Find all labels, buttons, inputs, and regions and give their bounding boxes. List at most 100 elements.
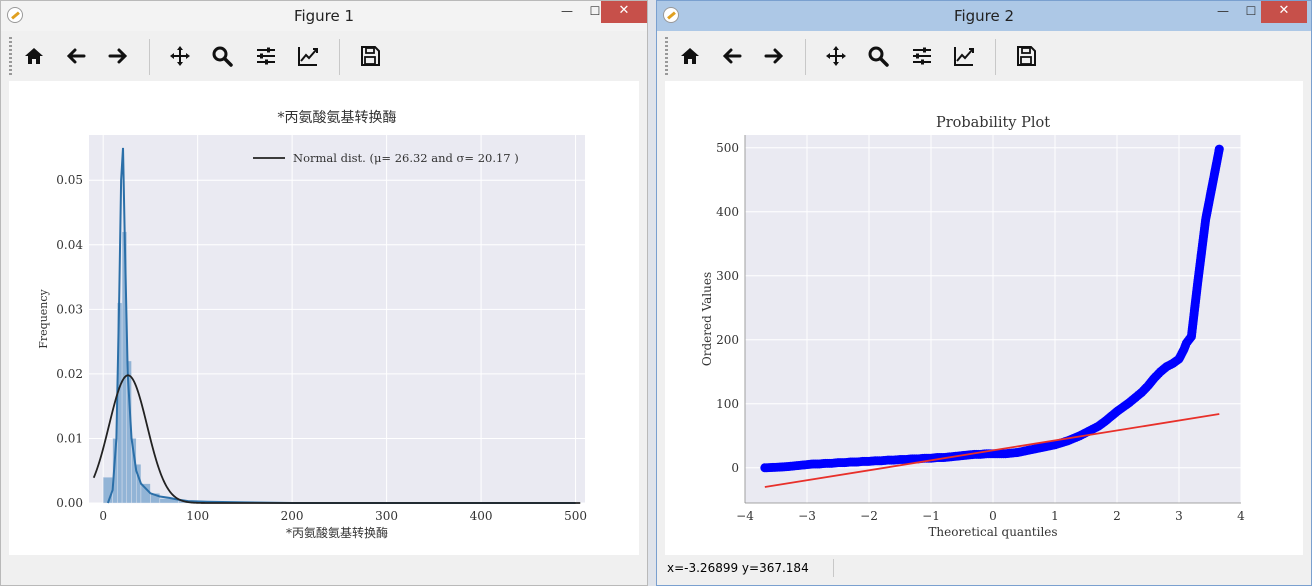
configure-button[interactable]: [909, 43, 935, 69]
probability-plot-chart: −4 −3 −2 −1 0 1 2 3 4 0 100 200 300 400 500 Probability…: [700, 115, 1245, 539]
x-tick-label: 300: [375, 509, 398, 523]
zoom-icon: [868, 46, 889, 67]
histogram-bar: [140, 483, 151, 504]
minimize-button[interactable]: —: [561, 4, 573, 18]
forward-button[interactable]: [761, 43, 787, 69]
app-icon: [663, 7, 679, 23]
home-icon: [681, 48, 699, 64]
x-tick-label: 2: [1113, 509, 1121, 523]
minimize-button[interactable]: —: [1217, 4, 1229, 18]
x-tick-label: −4: [736, 509, 754, 523]
kde-line: [106, 147, 576, 504]
edit-axis-button[interactable]: [295, 43, 321, 69]
x-tick-label: −2: [860, 509, 878, 523]
x-axis-label: *丙氨酸氨基转换酶: [286, 525, 388, 540]
status-bar: [9, 557, 639, 579]
x-tick-label: −3: [798, 509, 816, 523]
save-button[interactable]: [357, 43, 383, 69]
save-button[interactable]: [1013, 43, 1039, 69]
data-point: [1214, 144, 1224, 154]
pan-icon: [170, 46, 190, 66]
y-axis-label: Ordered Values: [700, 272, 714, 366]
home-icon: [25, 48, 43, 64]
forward-icon: [108, 48, 128, 64]
x-tick-label: 200: [281, 509, 304, 523]
edit-axis-icon: [954, 47, 974, 66]
home-button[interactable]: [677, 43, 703, 69]
normal-fit-line: [92, 374, 581, 504]
chart-title: *丙氨酸氨基转换酶: [278, 109, 397, 126]
status-divider: [833, 559, 834, 577]
close-button[interactable]: ✕: [601, 1, 647, 23]
title-bar: Figure 2 — ☐ ✕: [657, 1, 1311, 31]
x-tick-label: 3: [1175, 509, 1183, 523]
y-tick-label: 0.05: [56, 173, 83, 187]
close-button[interactable]: ✕: [1261, 1, 1307, 23]
y-tick-label: 200: [716, 333, 739, 347]
y-tick-label: 0.00: [56, 496, 83, 510]
toolbar-separator: [339, 39, 340, 75]
save-icon: [1017, 46, 1036, 66]
x-tick-label: 0: [989, 509, 997, 523]
configure-icon: [913, 47, 931, 65]
figure-2-window: Figure 2 — ☐ ✕ −4 −3 −2 −1 0 1 2 3 4 0 100 200 300 40…: [656, 0, 1312, 586]
configure-button[interactable]: [253, 43, 279, 69]
y-tick-label: 0.03: [56, 302, 83, 316]
y-tick-label: 500: [716, 141, 739, 155]
x-tick-label: 500: [564, 509, 587, 523]
x-tick-label: 100: [186, 509, 209, 523]
toolbar-separator: [149, 39, 150, 75]
pan-icon: [826, 46, 846, 66]
figure-1-window: Figure 1 — ☐ ✕ 0 100 200 300 400 500 0.00 0.01 0…: [0, 0, 648, 586]
x-tick-label: 1: [1051, 509, 1059, 523]
legend-label: Normal dist. (μ= 26.32 and σ= 20.17 ): [293, 151, 519, 165]
fit-line: [764, 413, 1220, 488]
title-bar: Figure 1 — ☐ ✕: [1, 1, 647, 31]
app-icon: [7, 7, 23, 23]
histogram-chart: 0 100 200 300 400 500 0.00 0.01 0.02 0.03 0.04 0.05…: [37, 109, 587, 540]
toolbar-grip[interactable]: [9, 37, 12, 75]
pan-button[interactable]: [167, 43, 193, 69]
y-tick-label: 400: [716, 205, 739, 219]
forward-icon: [764, 48, 784, 64]
forward-button[interactable]: [105, 43, 131, 69]
y-tick-label: 0.02: [56, 367, 83, 381]
maximize-button[interactable]: ☐: [589, 4, 601, 18]
cursor-coordinates: x=-3.26899 y=367.184: [667, 561, 809, 575]
y-tick-label: 0.01: [56, 431, 83, 445]
window-title: Figure 1: [293, 7, 355, 25]
zoom-button[interactable]: [865, 43, 891, 69]
x-tick-label: 4: [1237, 509, 1245, 523]
y-tick-label: 0.04: [56, 238, 83, 252]
window-title: Figure 2: [953, 7, 1015, 25]
plot-area: [89, 135, 585, 503]
figure-canvas: 0 100 200 300 400 500 0.00 0.01 0.02 0.03 0.04 0.05…: [9, 81, 639, 555]
x-axis-label: Theoretical quantiles: [928, 525, 1057, 539]
toolbar-grip[interactable]: [665, 37, 668, 75]
x-tick-label: 0: [99, 509, 107, 523]
back-icon: [66, 48, 86, 64]
edit-axis-button[interactable]: [951, 43, 977, 69]
maximize-button[interactable]: ☐: [1245, 4, 1257, 18]
y-tick-label: 100: [716, 397, 739, 411]
back-button[interactable]: [63, 43, 89, 69]
pan-button[interactable]: [823, 43, 849, 69]
y-tick-label: 300: [716, 269, 739, 283]
toolbar-separator: [805, 39, 806, 75]
chart-title: Probability Plot: [936, 115, 1050, 131]
configure-icon: [257, 47, 275, 65]
histogram-bar: [150, 493, 161, 504]
save-icon: [361, 46, 380, 66]
y-axis-label: Frequency: [37, 288, 50, 348]
back-button[interactable]: [719, 43, 745, 69]
toolbar-separator: [995, 39, 996, 75]
status-bar: x=-3.26899 y=367.184: [665, 557, 1303, 579]
x-tick-label: 400: [470, 509, 493, 523]
histogram-bar: [102, 476, 113, 504]
zoom-button[interactable]: [209, 43, 235, 69]
back-icon: [722, 48, 742, 64]
toolbar: [9, 33, 639, 79]
figure-canvas: −4 −3 −2 −1 0 1 2 3 4 0 100 200 300 400 500 Probability…: [665, 81, 1303, 555]
y-tick-label: 0: [731, 461, 739, 475]
home-button[interactable]: [21, 43, 47, 69]
